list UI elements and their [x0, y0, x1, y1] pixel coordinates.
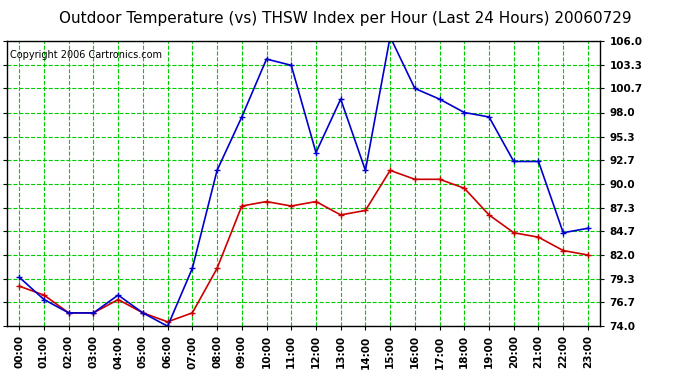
Text: Copyright 2006 Cartronics.com: Copyright 2006 Cartronics.com	[10, 50, 162, 60]
Text: Outdoor Temperature (vs) THSW Index per Hour (Last 24 Hours) 20060729: Outdoor Temperature (vs) THSW Index per …	[59, 11, 631, 26]
